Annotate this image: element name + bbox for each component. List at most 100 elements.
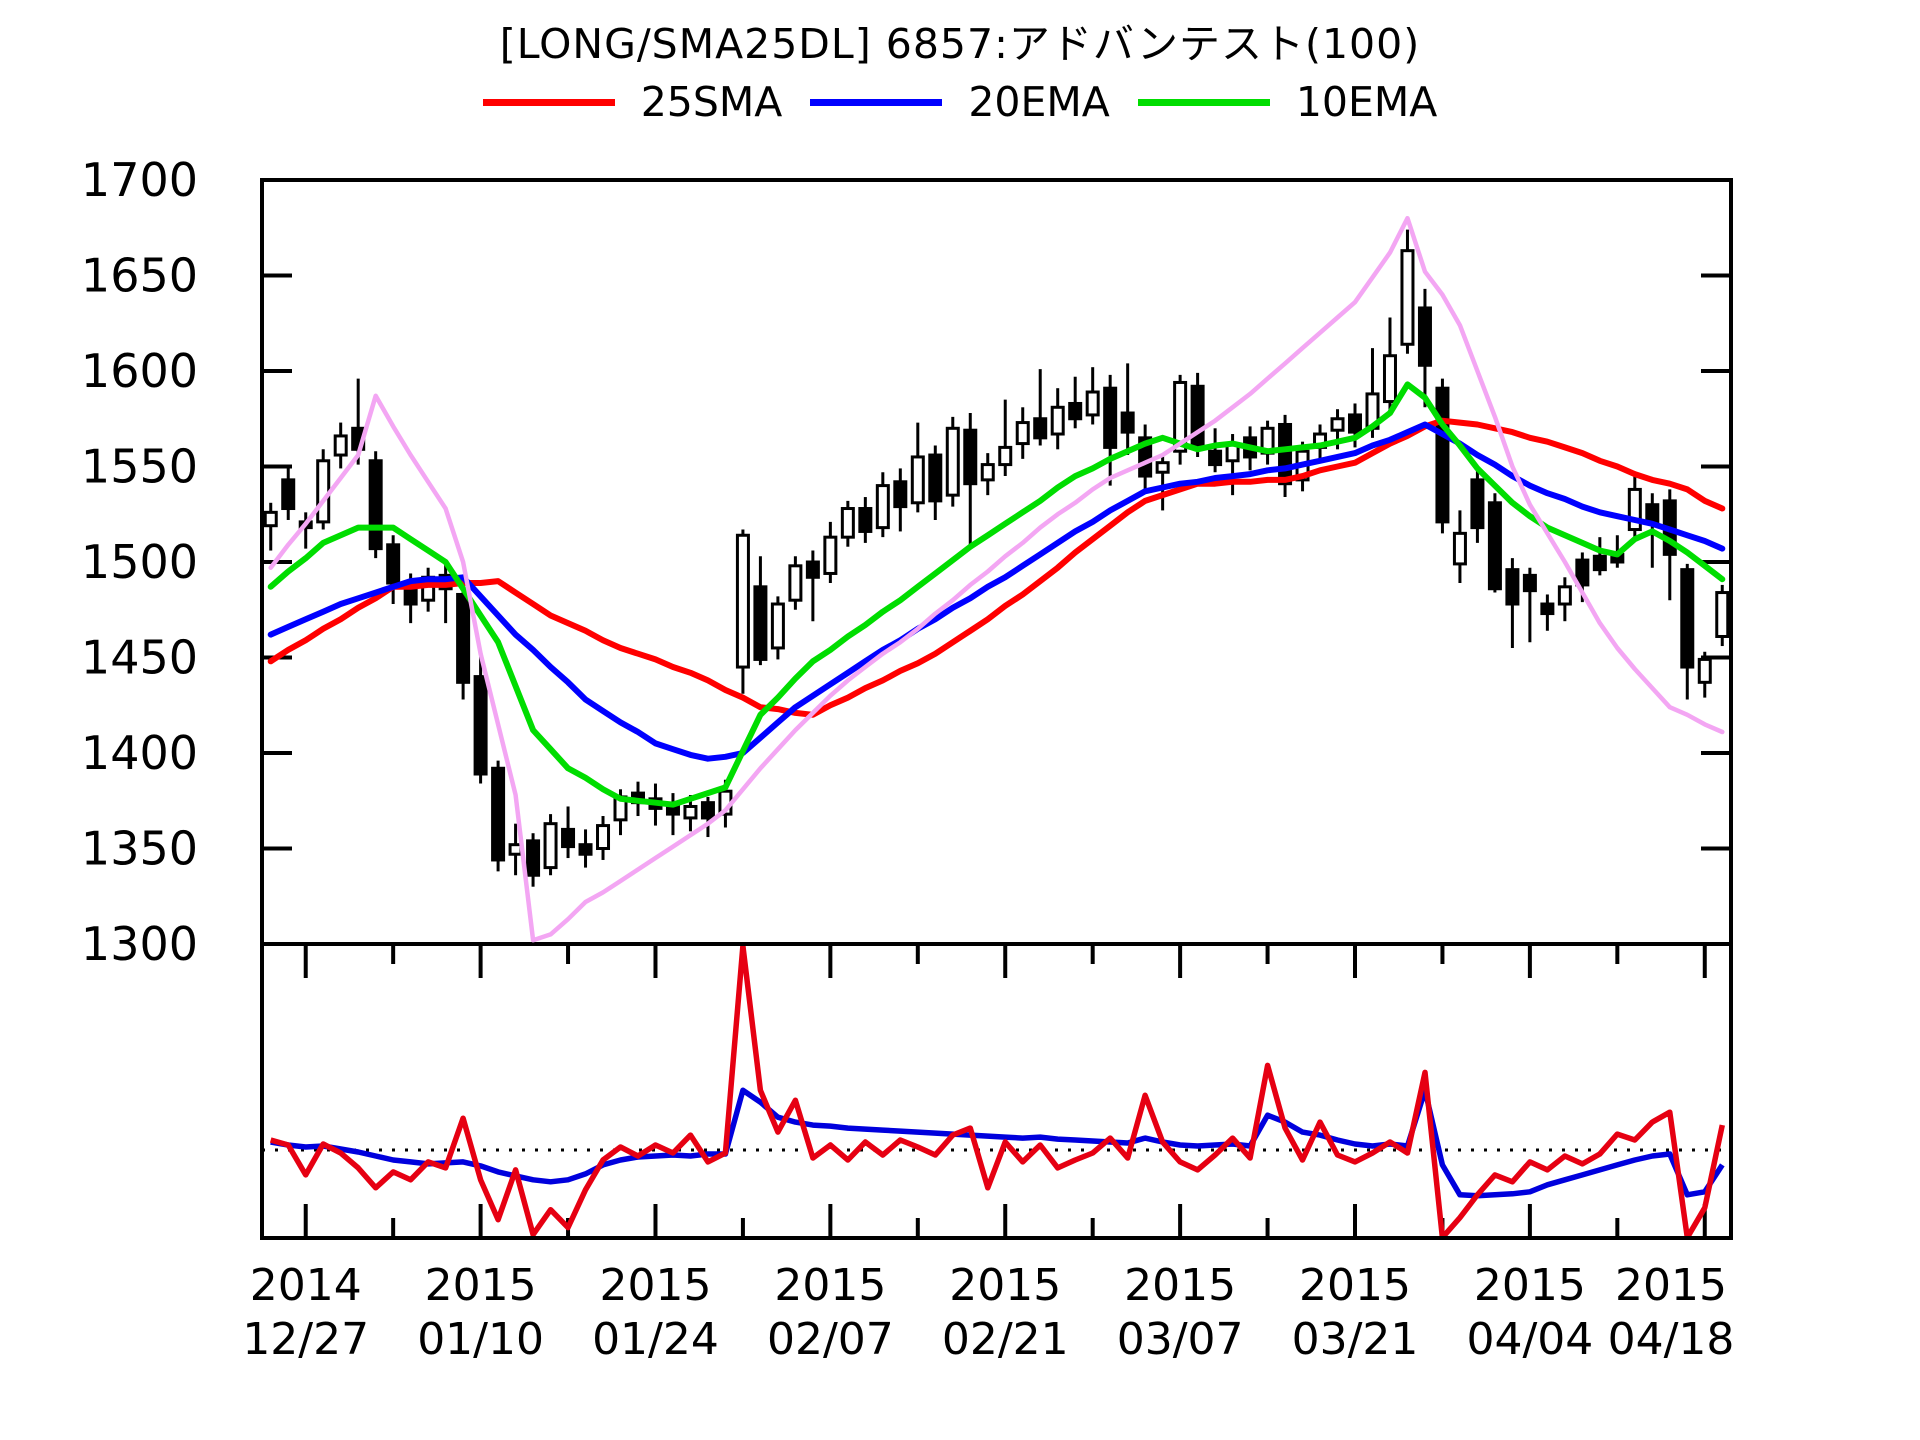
y-tick-label: 1400 bbox=[81, 726, 198, 780]
candle-body-down bbox=[1575, 558, 1590, 587]
candle-body-up bbox=[1015, 421, 1030, 446]
y-tick-label: 1650 bbox=[81, 249, 198, 303]
line-10ema bbox=[267, 381, 1726, 808]
legend-swatch-10ema bbox=[1137, 98, 1270, 106]
candle-body-down bbox=[1540, 602, 1555, 616]
candle-body-up bbox=[998, 445, 1013, 467]
candle-body-up bbox=[1627, 487, 1642, 532]
line-20ema bbox=[267, 421, 1726, 762]
x-tick-date: 02/07 bbox=[767, 1314, 894, 1365]
x-tick-year: 2015 bbox=[1615, 1260, 1727, 1311]
x-tick-date: 02/21 bbox=[942, 1314, 1069, 1365]
y-tick-label: 1450 bbox=[81, 631, 198, 685]
line-pink-displaced-line bbox=[268, 215, 1725, 943]
candle-body-up bbox=[735, 533, 750, 669]
x-tick-year: 2015 bbox=[425, 1260, 537, 1311]
oscillator-panel bbox=[262, 946, 1731, 1236]
candle-body-up bbox=[316, 459, 331, 524]
candle-body-up bbox=[1155, 461, 1170, 474]
candle-body-down bbox=[1190, 384, 1205, 449]
candle-body-up bbox=[1400, 249, 1415, 346]
x-tick-date: 03/21 bbox=[1292, 1314, 1419, 1365]
candle-body-down bbox=[1120, 411, 1135, 434]
x-tick-year: 2015 bbox=[1124, 1260, 1236, 1311]
candle-body-down bbox=[403, 587, 418, 606]
candle-body-down bbox=[1103, 386, 1118, 449]
candle-body-up bbox=[333, 434, 348, 457]
candle-body-down bbox=[1068, 401, 1083, 421]
y-tick-label: 1550 bbox=[81, 440, 198, 494]
candle-body-down bbox=[963, 428, 978, 486]
candle-body-down bbox=[1592, 554, 1607, 572]
candle-body-up bbox=[1697, 657, 1712, 684]
candle-body-down bbox=[526, 839, 541, 877]
y-tick-label: 1350 bbox=[81, 822, 198, 876]
candle-body-down bbox=[928, 453, 943, 503]
candle-body-up bbox=[1330, 417, 1345, 432]
y-tick-label: 1500 bbox=[81, 535, 198, 589]
candle-body-down bbox=[1278, 422, 1293, 486]
candle-body-down bbox=[578, 843, 593, 856]
candle-body-up bbox=[823, 535, 838, 575]
x-tick-year: 2015 bbox=[949, 1260, 1061, 1311]
candle-body-up bbox=[1050, 405, 1065, 436]
legend-label: 25SMA bbox=[640, 78, 783, 126]
chart-header: [LONG/SMA25DL] 6857:アドバンテスト(100) bbox=[0, 10, 1920, 70]
candle-body-down bbox=[1435, 386, 1450, 524]
candlestick-series bbox=[263, 229, 1730, 887]
line-25sma bbox=[267, 417, 1726, 718]
candle-body-up bbox=[980, 463, 995, 482]
candle-body-up bbox=[1715, 591, 1730, 638]
legend-swatch-20ema bbox=[810, 98, 943, 106]
candle-body-up bbox=[875, 484, 890, 530]
legend-item-20ema: 20EMA bbox=[810, 78, 1110, 126]
candle-body-down bbox=[893, 480, 908, 509]
x-tick-date: 04/04 bbox=[1466, 1314, 1593, 1365]
candle-body-up bbox=[1557, 585, 1572, 606]
x-tick-year: 2015 bbox=[599, 1260, 711, 1311]
candle-body-down bbox=[1470, 478, 1485, 530]
candle-body-down bbox=[1645, 503, 1660, 524]
legend-item-25sma: 25SMA bbox=[482, 78, 783, 126]
legend-item-10ema: 10EMA bbox=[1137, 78, 1438, 126]
candle-body-up bbox=[596, 824, 611, 851]
y-tick-label: 1300 bbox=[81, 917, 198, 971]
candle-body-down bbox=[1348, 413, 1363, 434]
candle-body-down bbox=[368, 459, 383, 551]
candle-body-up bbox=[1085, 390, 1100, 417]
page-title: [LONG/SMA25DL] 6857:アドバンテスト(100) bbox=[499, 20, 1421, 68]
candle-body-down bbox=[1033, 417, 1048, 440]
x-tick-date: 04/18 bbox=[1608, 1314, 1735, 1365]
x-tick-date: 01/10 bbox=[417, 1314, 544, 1365]
candle-body-down bbox=[456, 592, 471, 684]
candle-body-up bbox=[508, 843, 523, 856]
osc-red bbox=[269, 946, 1725, 1236]
candle-body-down bbox=[1522, 573, 1537, 593]
candle-body-up bbox=[770, 602, 785, 650]
candle-body-down bbox=[281, 478, 296, 511]
candle-body-down bbox=[386, 543, 401, 585]
candle-body-up bbox=[840, 507, 855, 539]
candle-body-up bbox=[1173, 380, 1188, 453]
chart-legend: 25SMA 20EMA 10EMA bbox=[0, 78, 1920, 126]
candle-body-down bbox=[700, 801, 715, 820]
candle-body-down bbox=[753, 585, 768, 661]
candle-body-down bbox=[1680, 568, 1695, 669]
candle-body-down bbox=[491, 766, 506, 862]
x-tick-year: 2015 bbox=[1299, 1260, 1411, 1311]
candle-body-up bbox=[543, 822, 558, 870]
candle-body-down bbox=[1138, 436, 1153, 478]
x-axis: 201412/27201501/10201501/24201502/072015… bbox=[242, 944, 1734, 1365]
candle-body-down bbox=[473, 675, 488, 776]
candle-body-up bbox=[1452, 531, 1467, 566]
candle-body-down bbox=[805, 560, 820, 579]
legend-label: 10EMA bbox=[1295, 78, 1438, 126]
candle-body-up bbox=[1382, 354, 1397, 404]
x-tick-date: 01/24 bbox=[592, 1314, 719, 1365]
candle-body-up bbox=[683, 804, 698, 820]
candle-body-down bbox=[1208, 449, 1223, 467]
x-tick-year: 2015 bbox=[774, 1260, 886, 1311]
x-tick-date: 12/27 bbox=[242, 1314, 369, 1365]
